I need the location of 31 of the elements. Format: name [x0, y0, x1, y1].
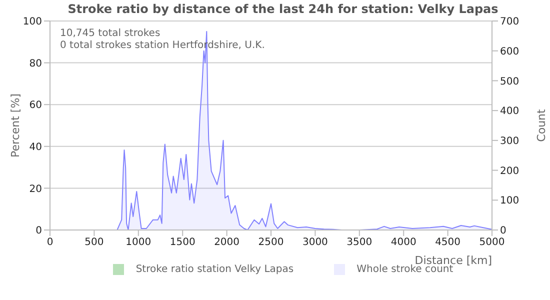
- x-tick-label: 1000: [126, 237, 152, 248]
- x-tick-label: 0: [46, 237, 54, 248]
- y-tick-label: 100: [22, 16, 42, 28]
- y2-tick-label: 600: [500, 46, 520, 58]
- x-tick-label: 3500: [346, 237, 372, 248]
- x-tick-label: 2500: [258, 237, 284, 248]
- y2-tick-label: 0: [500, 226, 506, 237]
- y2-tick-label: 300: [500, 136, 520, 147]
- y2-tick-label: 100: [500, 196, 520, 207]
- y-tick-label: 0: [36, 226, 42, 237]
- x-tick-label: 4500: [435, 237, 461, 248]
- y-tick-label: 80: [29, 58, 42, 70]
- y2-axis-title: Count: [534, 108, 548, 142]
- y2-tick-label: 700: [500, 16, 520, 28]
- y-tick-label: 60: [29, 100, 42, 112]
- y2-tick-label: 400: [500, 106, 520, 118]
- y-tick-label: 40: [29, 142, 42, 153]
- x-tick-label: 500: [84, 237, 104, 248]
- y2-tick-label: 500: [500, 76, 520, 88]
- x-tick-label: 3000: [302, 237, 328, 248]
- y2-tick-label: 200: [500, 166, 520, 177]
- x-tick-label: 5000: [479, 237, 505, 248]
- y-tick-label: 20: [29, 184, 42, 195]
- x-tick-label: 1500: [170, 237, 196, 248]
- x-tick-label: 2000: [214, 237, 240, 248]
- annotation: 10,745 total strokes: [60, 28, 162, 40]
- legend-label: Whole stroke count: [356, 264, 454, 275]
- chart-title: Stroke ratio by distance of the last 24h for station: Velky Lapas: [66, 2, 500, 16]
- y-axis-title: Percent [%]: [8, 94, 22, 158]
- x-tick-label: 4000: [390, 237, 416, 248]
- legend-label: Stroke ratio station Velky Lapas: [136, 264, 294, 275]
